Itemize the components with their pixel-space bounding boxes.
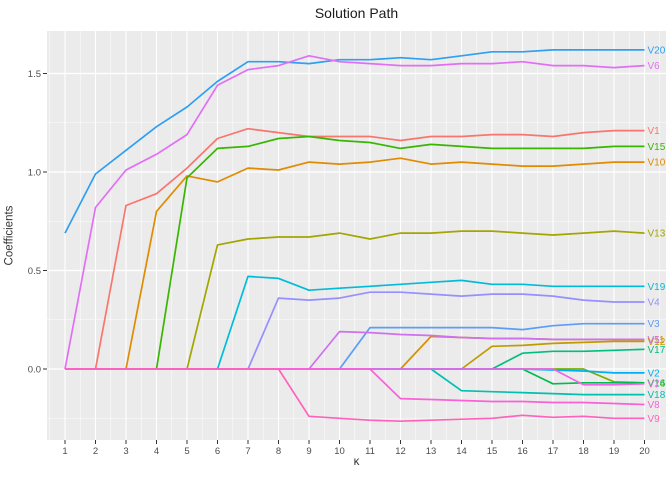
x-tick-label: 10 bbox=[334, 446, 345, 457]
x-tick-label: 20 bbox=[639, 446, 650, 457]
series-label-V7: V7 bbox=[648, 379, 661, 390]
series-label-V8: V8 bbox=[648, 400, 661, 411]
series-label-V10: V10 bbox=[648, 158, 666, 169]
series-line-V1 bbox=[65, 127, 645, 370]
x-tick-label: 19 bbox=[609, 446, 620, 457]
x-axis-title: κ bbox=[353, 456, 360, 468]
series-label-V6: V6 bbox=[648, 61, 661, 72]
series-line-V10 bbox=[65, 157, 645, 370]
series-label-V20: V20 bbox=[648, 45, 666, 56]
series-line-V20 bbox=[64, 49, 645, 234]
series-label-V17: V17 bbox=[648, 345, 666, 356]
y-tick-label: 1.0 bbox=[28, 168, 41, 179]
x-tick-label: 1 bbox=[62, 446, 67, 457]
series-label-V11: V11 bbox=[648, 335, 665, 346]
x-tick-label: 15 bbox=[487, 446, 498, 457]
series-label-V14: V14 bbox=[648, 378, 666, 389]
y-tick-label: 0.0 bbox=[28, 365, 41, 376]
series-label-V12: V12 bbox=[648, 337, 666, 348]
series-label-V15: V15 bbox=[648, 142, 666, 153]
x-tick-label: 8 bbox=[276, 446, 281, 457]
x-tick-label: 7 bbox=[245, 446, 250, 457]
x-tick-label: 14 bbox=[456, 446, 467, 457]
series-line-V9 bbox=[65, 368, 645, 423]
x-tick-label: 18 bbox=[578, 446, 589, 457]
x-tick-label: 13 bbox=[426, 446, 437, 457]
series-label-V5: V5 bbox=[648, 335, 661, 346]
x-tick-label: 16 bbox=[517, 446, 528, 457]
series-label-V1: V1 bbox=[648, 126, 661, 137]
x-tick-label: 9 bbox=[306, 446, 311, 457]
series-label-V13: V13 bbox=[648, 229, 666, 240]
series-label-V9: V9 bbox=[648, 414, 661, 425]
chart-title: Solution Path bbox=[314, 5, 399, 21]
x-tick-label: 3 bbox=[123, 446, 128, 457]
x-tick-label: 2 bbox=[93, 446, 98, 457]
series-line-V6 bbox=[64, 54, 645, 370]
series-label-V19: V19 bbox=[648, 282, 666, 293]
x-tick-label: 5 bbox=[184, 446, 189, 457]
series-label-V16: V16 bbox=[648, 378, 666, 389]
series-label-V2: V2 bbox=[648, 368, 661, 379]
y-tick-label: 1.5 bbox=[28, 69, 41, 80]
x-tick-label: 12 bbox=[395, 446, 406, 457]
series-label-V4: V4 bbox=[648, 298, 661, 309]
series-label-V18: V18 bbox=[648, 390, 666, 401]
x-tick-label: 17 bbox=[548, 446, 559, 457]
x-tick-label: 4 bbox=[154, 446, 159, 457]
x-tick-label: 11 bbox=[365, 446, 375, 457]
panel-background bbox=[47, 31, 666, 440]
y-tick-label: 0.5 bbox=[28, 266, 41, 277]
series-line-V15 bbox=[65, 135, 645, 370]
series-label-V3: V3 bbox=[648, 319, 661, 330]
x-tick-label: 6 bbox=[215, 446, 220, 457]
